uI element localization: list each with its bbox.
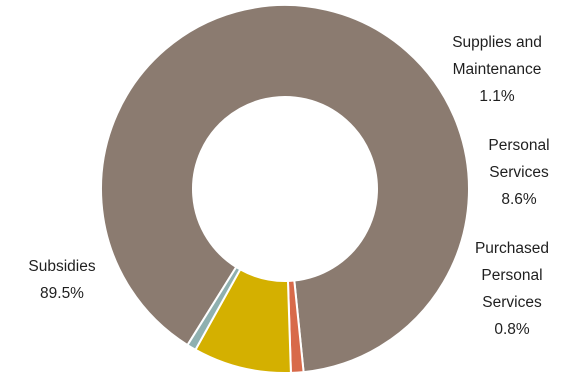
label-subsidies-line-1: Subsidies: [28, 258, 95, 275]
label-subsidies: Subsidies 89.5%: [28, 258, 95, 302]
label-subsidies-pct: 89.5%: [40, 285, 84, 302]
slice-subsidies: [100, 4, 470, 374]
label-purchased-line-2: Personal: [481, 267, 542, 284]
label-purchased-line-1: Purchased: [475, 240, 549, 257]
label-personal-pct: 8.6%: [501, 191, 537, 208]
slice-purchased-personal-services: [186, 265, 242, 352]
label-supplies-maintenance: Supplies and Maintenance 1.1%: [452, 34, 542, 105]
label-purchased-pct: 0.8%: [494, 321, 530, 338]
label-personal-line-2: Services: [489, 164, 549, 181]
label-purchased-personal-services: Purchased Personal Services 0.8%: [475, 240, 549, 338]
label-personal-line-1: Personal: [488, 137, 549, 154]
label-supplies-line-2: Maintenance: [453, 61, 542, 78]
label-supplies-pct: 1.1%: [479, 88, 515, 105]
label-purchased-line-3: Services: [482, 294, 542, 311]
label-personal-services: Personal Services 8.6%: [488, 137, 549, 208]
label-supplies-line-1: Supplies and: [452, 34, 542, 51]
donut-slices: [100, 4, 470, 374]
